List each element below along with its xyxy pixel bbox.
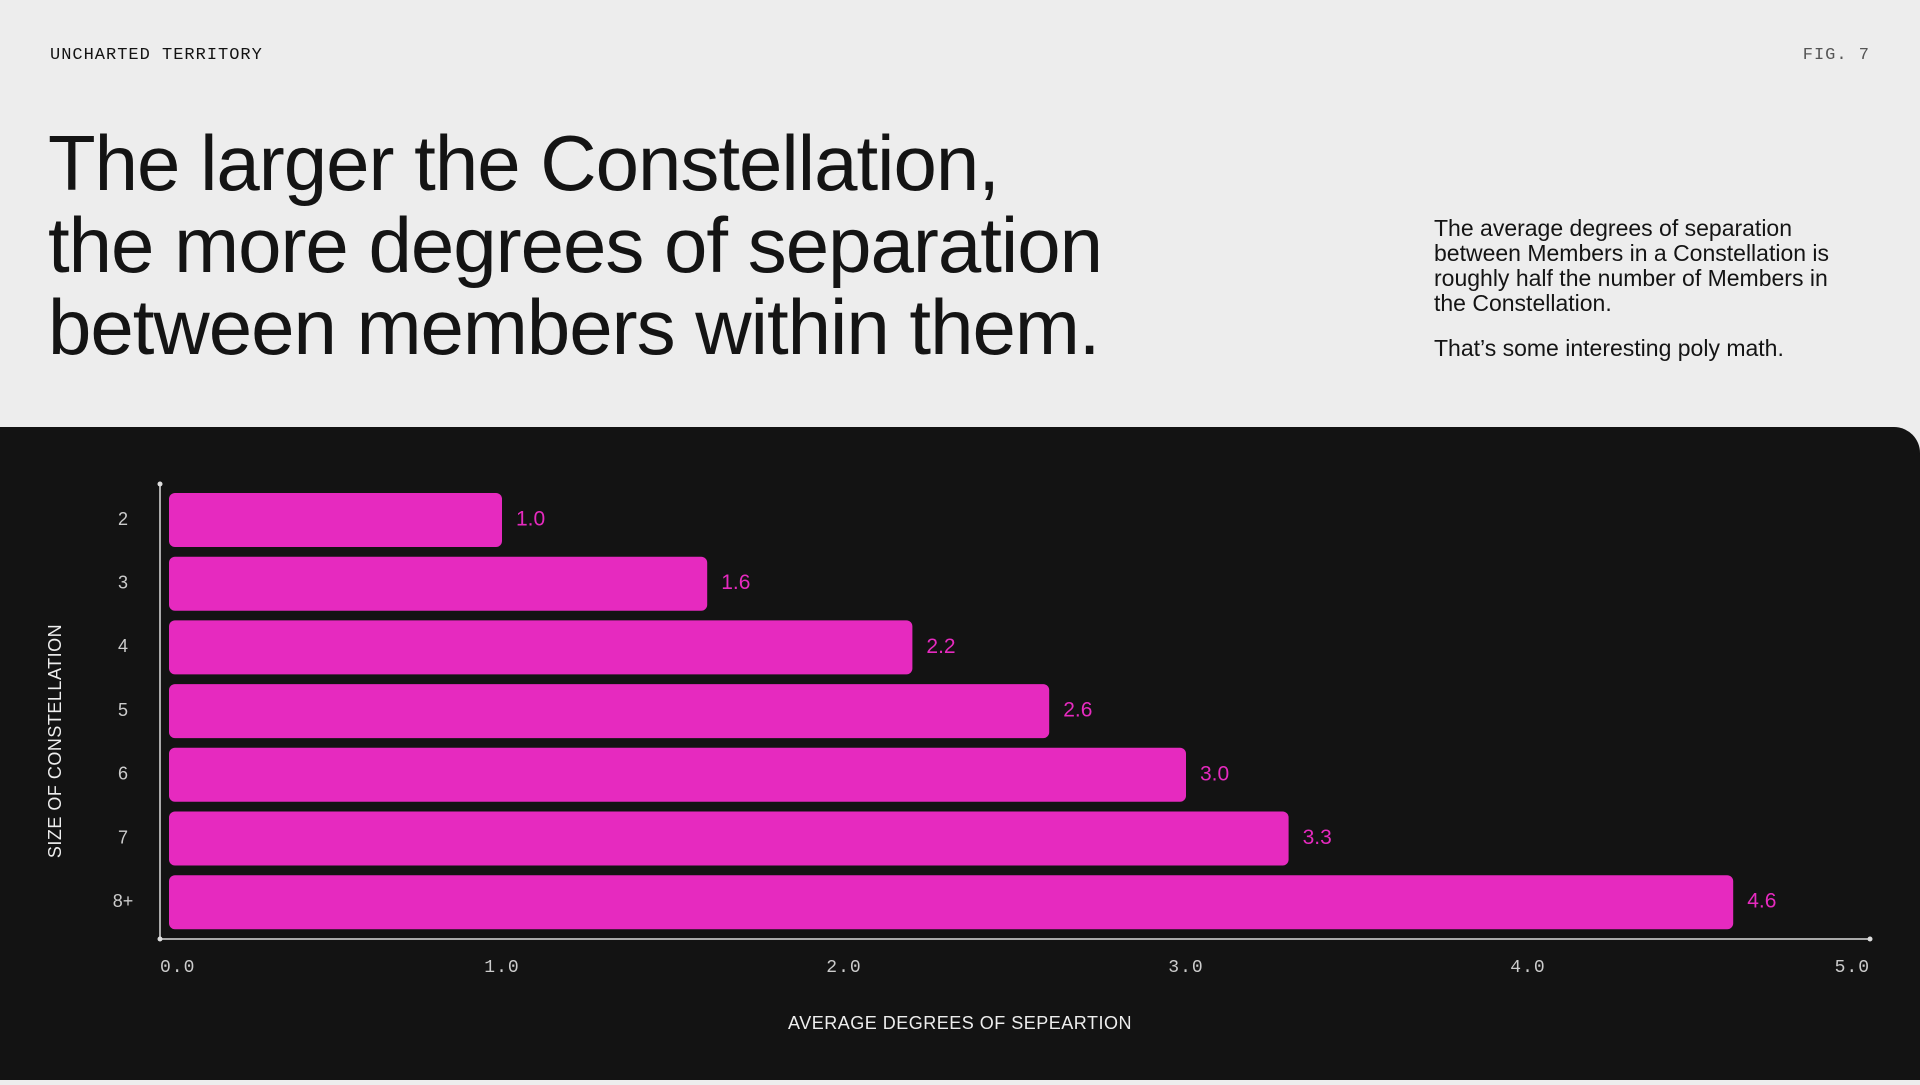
value-label: 2.2 (926, 635, 955, 658)
y-tick-label: 8+ (113, 891, 134, 911)
y-tick-label: 2 (118, 509, 128, 529)
chart: AVERAGE DEGREES OF SEPEARTION SIZE OF CO… (45, 481, 1873, 1033)
value-label: 2.6 (1063, 699, 1092, 722)
axis-end (157, 481, 163, 487)
x-tick-label: 3.0 (1168, 958, 1203, 978)
value-label: 4.6 (1747, 890, 1776, 913)
x-axis-label: AVERAGE DEGREES OF SEPEARTION (788, 1013, 1132, 1033)
x-tick-label: 4.0 (1510, 958, 1545, 978)
value-label: 1.6 (721, 571, 750, 594)
bar (169, 684, 1050, 739)
value-label: 1.0 (516, 508, 545, 531)
y-tick-label: 3 (118, 572, 128, 592)
bar (169, 747, 1186, 802)
paragraph: The average degrees of separation betwee… (1434, 215, 1830, 316)
axis-end (157, 936, 163, 942)
x-tick-label: 2.0 (826, 958, 861, 978)
paragraph: That’s some interesting poly math. (1434, 335, 1784, 361)
axis-end (1867, 936, 1873, 942)
eyebrow: UNCHARTED TERRITORY (50, 46, 263, 65)
headline-line: between members within them. (48, 283, 1100, 371)
bar (169, 620, 913, 675)
bar (169, 493, 502, 547)
x-tick-label: 5.0 (1835, 958, 1870, 978)
y-tick-label: 6 (118, 764, 128, 784)
bar (169, 811, 1289, 866)
y-tick-label: 7 (118, 827, 128, 847)
x-tick-label: 0.0 (160, 958, 195, 978)
y-axis-label: SIZE OF CONSTELLATION (45, 624, 65, 858)
chart-panel: AVERAGE DEGREES OF SEPEARTION SIZE OF CO… (0, 427, 1920, 1080)
bar (169, 556, 708, 611)
description: The average degrees of separation betwee… (1434, 216, 1864, 381)
headline-line: the more degrees of separation (48, 201, 1103, 289)
figure-number: FIG. 7 (1802, 46, 1870, 65)
headline: The larger the Constellation, the more d… (48, 119, 1103, 371)
headline-line: The larger the Constellation, (48, 119, 1000, 207)
value-label: 3.3 (1303, 826, 1332, 849)
x-tick-label: 1.0 (484, 958, 519, 978)
value-label: 3.0 (1200, 762, 1229, 785)
y-tick-label: 5 (118, 700, 128, 720)
y-tick-label: 4 (118, 636, 128, 656)
bar (169, 875, 1734, 930)
